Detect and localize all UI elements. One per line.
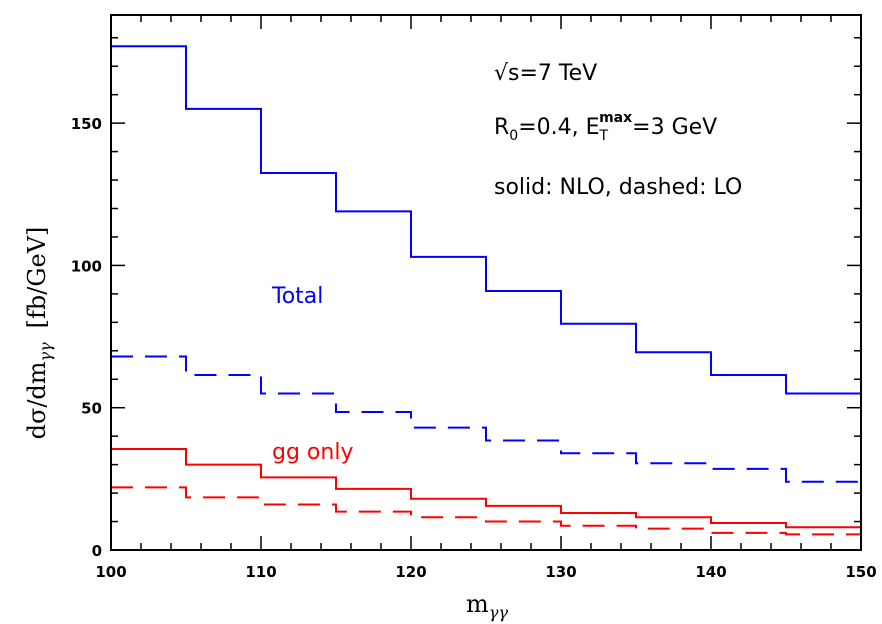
y-tick-label: 150 (71, 115, 102, 133)
y-tick-label: 50 (81, 400, 102, 418)
style-note-annotation: solid: NLO, dashed: LO (494, 175, 742, 200)
histogram-series-red-solid (111, 447, 862, 550)
y-axis-label: dσ/dmγγ[fb/GeV] (23, 227, 55, 440)
y-tick-label: 100 (71, 257, 102, 275)
x-tick-label: 120 (395, 563, 426, 581)
x-axis-label-sub: γγ (489, 603, 509, 622)
axis-ticks (110, 15, 862, 551)
plot-frame (110, 14, 862, 551)
series-layer (111, 45, 862, 550)
histogram-series-red-dashed (111, 486, 862, 550)
x-axis-label: mγγ (466, 590, 508, 622)
y-axis-label-sub: γγ (36, 342, 55, 362)
tick-labels: 100 110 120 130 140 150 0 50 100 150 (71, 115, 877, 581)
x-tick-label: 100 (95, 563, 126, 581)
parameters-annotation: R0=0.4, ETmax=3 GeV (494, 110, 717, 144)
x-tick-label: 150 (845, 563, 876, 581)
x-tick-label: 140 (695, 563, 726, 581)
x-tick-label: 130 (545, 563, 576, 581)
y-axis-unit: [fb/GeV] (23, 227, 51, 329)
histogram-series-blue-dashed (111, 355, 862, 550)
total-label: Total (271, 284, 323, 309)
histogram-series-blue-solid (111, 45, 862, 550)
gg-only-label: gg only (272, 440, 353, 465)
energy-annotation: √s=7 TeV (494, 61, 597, 86)
y-tick-label: 0 (92, 542, 102, 560)
x-tick-label: 110 (245, 563, 276, 581)
